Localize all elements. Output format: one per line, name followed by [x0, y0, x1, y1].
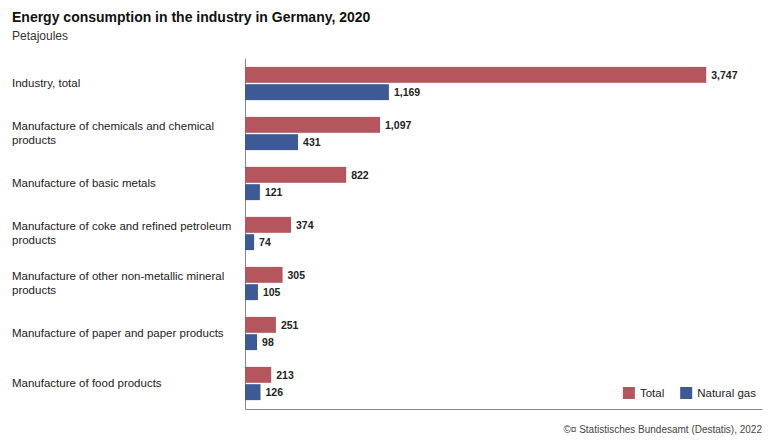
y-tick-label: Industry, total: [12, 77, 80, 89]
bar: [245, 267, 283, 283]
annotation: ©¤ Statistisches Bundesamt (Destatis), 2…: [563, 424, 762, 435]
bar: [245, 334, 257, 350]
bar: [245, 317, 276, 333]
legend-item: Total: [623, 387, 664, 399]
data-label: 3,747: [711, 69, 737, 81]
y-tick-label-line: Manufacture of food products: [12, 377, 162, 389]
y-tick-label-line: products: [12, 284, 56, 296]
data-label: 1,169: [394, 86, 420, 98]
y-tick-label: Manufacture of coke and refined petroleu…: [12, 220, 231, 246]
y-tick: Manufacture of food products: [12, 377, 245, 389]
y-tick: Industry, total: [12, 77, 245, 89]
bar: [245, 84, 389, 100]
y-tick-label: Manufacture of basic metals: [12, 177, 156, 189]
bar: [245, 184, 260, 200]
x-axis: [246, 409, 763, 410]
bar: [245, 134, 298, 150]
y-tick: Manufacture of paper and paper products: [12, 327, 245, 339]
bar: [245, 67, 706, 83]
data-label: 213: [276, 369, 294, 381]
data-label: 374: [296, 219, 314, 231]
y-tick: Manufacture of coke and refined petroleu…: [12, 220, 245, 246]
bar: [245, 384, 261, 400]
data-labels: 3,747 1,097 822 374 305 251 213 1,169 431 121 74 10…: [259, 69, 738, 398]
bar: [245, 217, 291, 233]
data-label: 251: [281, 319, 299, 331]
x-axis-line: [246, 409, 763, 410]
chart: Energy consumption in the industry in Ge…: [0, 0, 784, 441]
bar: [245, 167, 346, 183]
y-tick-label-line: Industry, total: [12, 77, 80, 89]
data-label: 98: [262, 336, 274, 348]
y-tick-label-line: Manufacture of chemicals and chemical: [12, 120, 214, 132]
data-label: 121: [265, 186, 283, 198]
y-tick: Manufacture of chemicals and chemical pro…: [12, 120, 245, 146]
title: Energy consumption in the industry in Ge…: [12, 9, 371, 25]
legend-swatch: [623, 387, 635, 399]
y-tick-label-line: Manufacture of other non-metallic minera…: [12, 270, 224, 282]
legend: Total Natural gas: [623, 387, 756, 399]
plot: Industry, total Manufacture of chemicals …: [12, 59, 763, 410]
data-label: 1,097: [385, 119, 411, 131]
y-tick: Manufacture of basic metals: [12, 177, 245, 189]
legend-item: Natural gas: [680, 387, 756, 399]
data-label: 431: [303, 136, 321, 148]
y-tick-label-line: Manufacture of basic metals: [12, 177, 156, 189]
data-label: 822: [351, 169, 369, 181]
y-tick-label: Manufacture of food products: [12, 377, 162, 389]
data-label: 126: [266, 386, 284, 398]
y-tick-label: Manufacture of paper and paper products: [12, 327, 224, 339]
data-label: 305: [288, 269, 306, 281]
y-tick-label: Manufacture of chemicals and chemical pro…: [12, 120, 214, 146]
y-axis: Industry, total Manufacture of chemicals …: [12, 59, 246, 410]
bar: [245, 234, 254, 250]
y-tick: Manufacture of other non-metallic minera…: [12, 270, 245, 296]
bar: [245, 367, 271, 383]
bars: [245, 67, 706, 400]
y-tick-label-line: Manufacture of coke and refined petroleu…: [12, 220, 231, 232]
bar: [245, 284, 258, 300]
subtitle: Petajoules: [12, 29, 68, 43]
data-label: 74: [259, 236, 271, 248]
data-label: 105: [263, 286, 281, 298]
legend-label: Total: [640, 387, 664, 399]
y-tick-label-line: products: [12, 234, 56, 246]
y-tick-label: Manufacture of other non-metallic minera…: [12, 270, 224, 296]
y-tick-label-line: products: [12, 134, 56, 146]
bar: [245, 117, 380, 133]
y-axis-line: [245, 59, 246, 410]
legend-swatch: [680, 387, 692, 399]
legend-label: Natural gas: [697, 387, 756, 399]
y-tick-label-line: Manufacture of paper and paper products: [12, 327, 224, 339]
